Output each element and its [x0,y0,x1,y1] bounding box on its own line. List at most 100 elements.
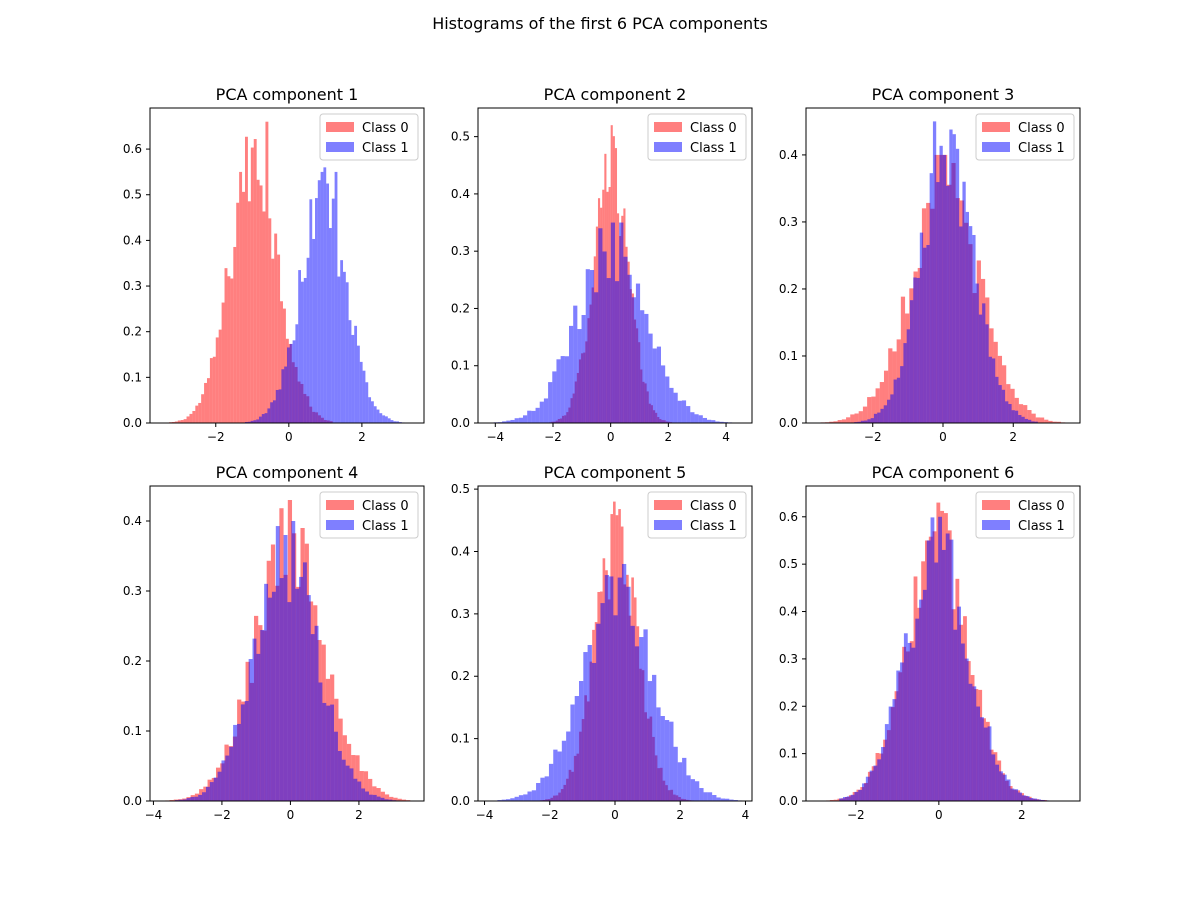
histogram-bar [639,637,643,801]
histogram-bar [894,380,897,423]
x-tick-label: 4 [722,430,730,444]
histogram-bar [290,344,293,423]
histogram-bar [988,726,992,801]
histogram-bar [873,766,877,801]
histogram-bar [854,414,858,423]
histogram-bar [187,416,190,423]
histogram-bar [332,199,335,423]
histogram-bar [198,795,202,801]
histogram-bar [268,218,271,423]
y-tick-label: 0.2 [779,282,798,296]
histogram-bar [353,779,357,801]
histogram-bar [904,633,908,801]
histogram-bar [674,747,678,801]
x-tick-label: 0 [607,430,615,444]
histogram-bar [890,394,893,423]
y-tick-label: 0.2 [123,325,142,339]
histogram-bar [691,779,695,801]
histogram-bar [674,393,678,423]
histogram-bar [943,155,946,423]
histogram-bar [287,602,291,801]
histogram-bar [877,413,880,423]
histogram-bar [343,272,346,423]
histogram-bar [999,385,1002,423]
histogram-bar [189,414,192,423]
histogram-bar [225,756,229,801]
histogram-bar [900,366,903,423]
y-tick-label: 0.1 [779,349,798,363]
y-tick-label: 0.2 [779,699,798,713]
histogram-bar [936,182,939,423]
histogram-bar [846,417,850,423]
histogram-bar [299,577,303,801]
histogram-bar [536,408,540,423]
histogram-bar [233,725,237,801]
series-class-1 [841,121,1038,423]
histogram-bar [225,268,228,423]
histogram-bar [850,414,854,423]
histogram-bar [323,167,326,423]
x-tick-label: −4 [486,430,504,444]
x-tick-label: −2 [213,808,231,822]
histogram-bar [965,659,969,801]
histogram-bar [632,297,636,423]
histogram-bar [712,795,716,801]
legend-label: Class 1 [690,141,737,156]
legend-label: Class 1 [1018,519,1065,534]
histogram-bar [920,233,923,423]
histogram-bar [594,292,598,423]
histogram-bar [858,790,862,801]
histogram-bar [867,419,870,423]
histogram-bar [900,662,904,801]
histogram-bar [991,754,995,801]
histogram-bar [357,782,361,801]
histogram-bar [600,603,604,801]
histogram-bar [382,415,385,423]
y-tick-label: 0.4 [451,544,470,558]
y-tick-label: 0.1 [123,724,142,738]
histogram-bar [276,390,279,423]
legend-swatch [654,520,682,530]
histogram-bar [293,340,296,423]
histogram-bar [966,212,969,423]
histogram-bar [699,415,703,423]
x-tick-label: −4 [476,808,494,822]
x-tick-label: 0 [285,430,293,444]
histogram-bar [230,279,233,424]
histogram-bar [307,595,311,801]
y-tick-label: 0.3 [123,279,142,293]
histogram-bar [335,172,338,423]
histogram-bar [590,270,594,423]
histogram-bar [579,681,583,801]
histogram-bar [699,788,703,801]
y-tick-label: 0.4 [779,148,798,162]
histogram-bar [248,201,251,423]
histogram-bar [1025,419,1028,423]
histogram-bar [972,235,975,423]
histogram-bar [843,797,847,801]
histogram-bar [360,362,363,423]
subplot-title: PCA component 6 [872,463,1015,482]
histogram-bar [972,686,976,801]
histogram-bar [607,278,611,423]
histogram-bar [192,411,195,423]
histogram-bar [908,643,912,801]
y-tick-label: 0.2 [123,654,142,668]
y-tick-label: 0.4 [451,187,470,201]
histogram-bar [577,329,581,423]
series-class-1 [490,223,741,423]
histogram-bar [881,747,885,801]
histogram-bar [874,414,877,423]
histogram-bar [644,314,648,423]
histogram-bar [1002,390,1005,423]
histogram-bar [329,228,332,423]
histogram-bar [273,400,276,423]
histogram-bar [363,371,366,423]
legend-swatch [654,122,682,132]
histogram-bar [1015,411,1018,423]
legend-swatch [982,520,1010,530]
histogram-bar [326,184,329,423]
histogram-bar [227,276,230,423]
